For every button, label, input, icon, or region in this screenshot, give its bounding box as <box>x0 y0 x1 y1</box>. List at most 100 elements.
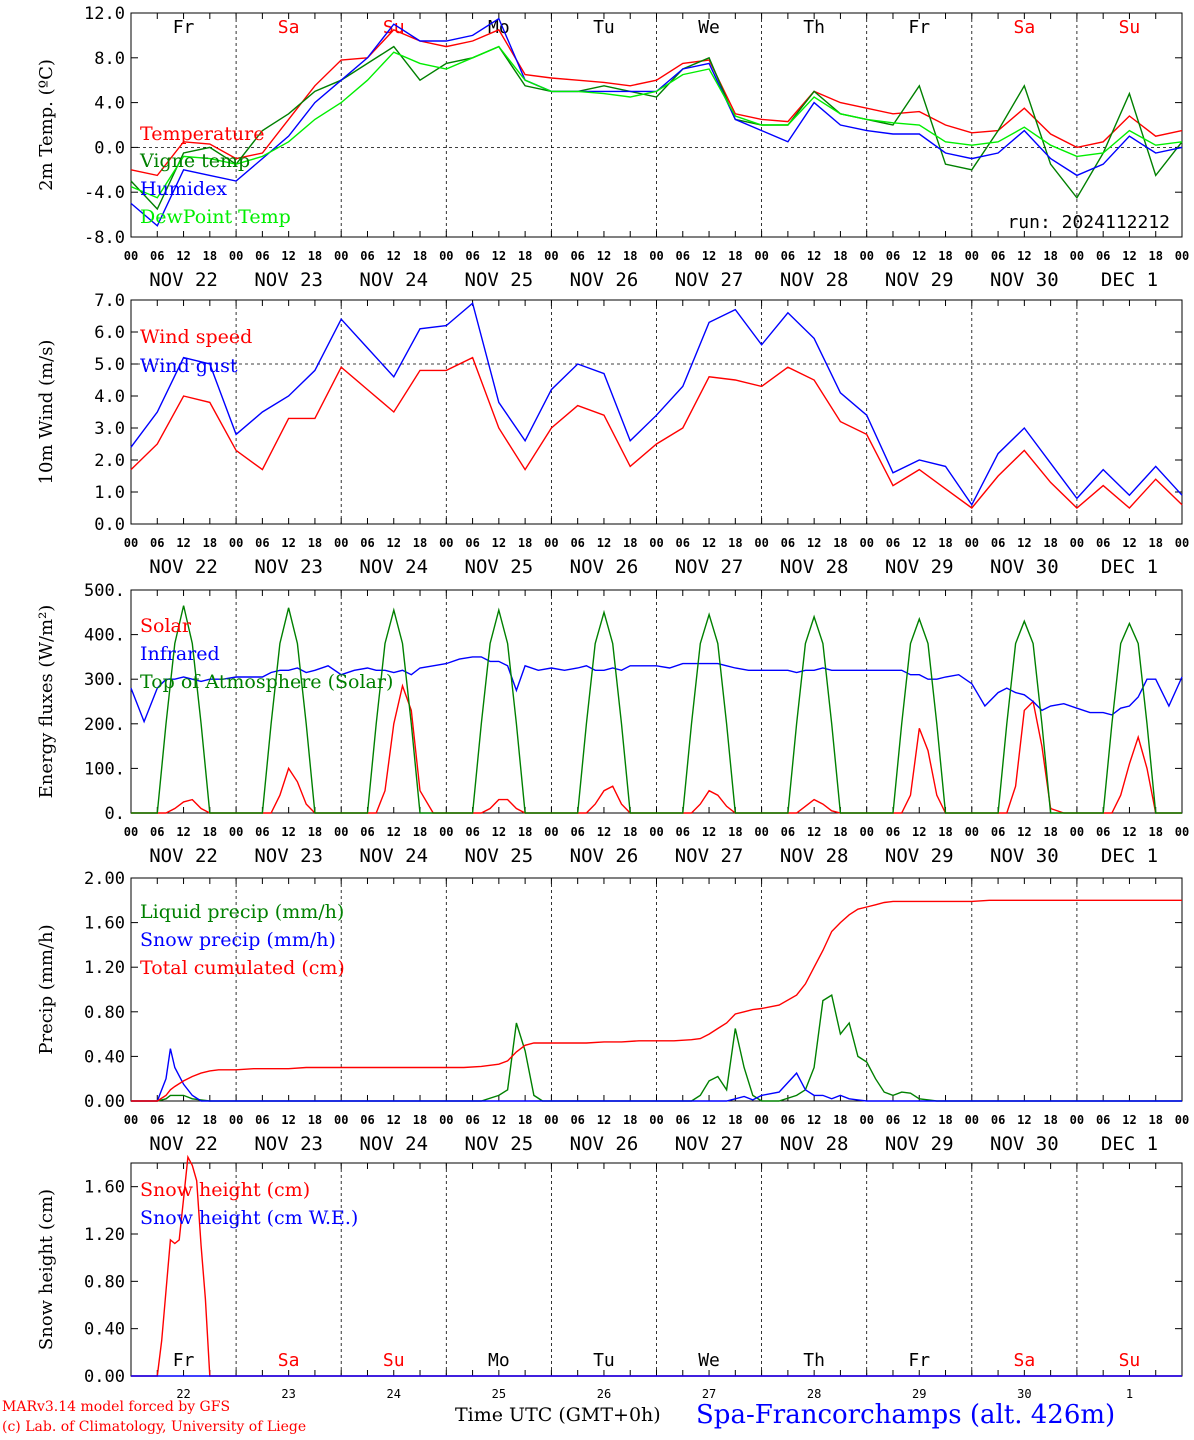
hour-tick-label: 06 <box>991 1113 1005 1127</box>
hour-tick-label: 18 <box>1043 1113 1057 1127</box>
date-label: NOV 29 <box>885 269 954 291</box>
hour-tick-label: 00 <box>439 1113 453 1127</box>
day-name: Sa <box>1014 17 1036 38</box>
date-label: NOV 25 <box>465 845 534 867</box>
y-tick-label: 8.0 <box>94 49 125 69</box>
hour-tick-label: 12 <box>597 249 611 263</box>
day-number-label: 30 <box>1017 1387 1031 1401</box>
day-name: Th <box>803 1350 825 1371</box>
hour-tick-label: 12 <box>176 249 190 263</box>
y-tick-label: -4.0 <box>84 183 125 203</box>
date-label: NOV 24 <box>359 269 428 291</box>
hour-tick-label: 06 <box>465 1113 479 1127</box>
day-name: Fr <box>908 1350 930 1371</box>
y-axis-title: 10m Wind (m/s) <box>36 340 57 485</box>
hour-tick-label: 18 <box>728 249 742 263</box>
hour-tick-label: 18 <box>1043 825 1057 839</box>
hour-tick-label: 06 <box>150 1113 164 1127</box>
credit-model: MARv3.14 model forced by GFS <box>2 1399 231 1415</box>
date-label: NOV 26 <box>570 269 639 291</box>
date-label: NOV 29 <box>885 1133 954 1155</box>
y-tick-label: 0.00 <box>84 1367 125 1387</box>
hour-tick-label: 00 <box>1175 249 1189 263</box>
hour-tick-label: 18 <box>518 825 532 839</box>
hour-tick-label: 18 <box>413 536 427 550</box>
hour-tick-label: 18 <box>623 249 637 263</box>
hour-tick-label: 06 <box>150 536 164 550</box>
day-number-label: 26 <box>597 1387 611 1401</box>
y-tick-label: 12.0 <box>84 4 125 24</box>
hour-tick-label: 00 <box>1070 1113 1084 1127</box>
hour-tick-label: 06 <box>886 249 900 263</box>
date-label: NOV 30 <box>990 1133 1059 1155</box>
x-axis-title: Time UTC (GMT+0h) <box>455 1404 661 1426</box>
hour-tick-label: 12 <box>1017 249 1031 263</box>
date-label: NOV 30 <box>990 845 1059 867</box>
date-label: NOV 24 <box>359 845 428 867</box>
hour-tick-label: 12 <box>387 1113 401 1127</box>
hour-tick-label: 06 <box>255 825 269 839</box>
y-tick-label: 0.80 <box>84 1003 125 1023</box>
plot-frame <box>130 299 1183 525</box>
hour-tick-label: 00 <box>544 1113 558 1127</box>
hour-tick-label: 06 <box>886 536 900 550</box>
hour-tick-label: 06 <box>360 536 374 550</box>
hour-tick-label: 00 <box>124 536 138 550</box>
date-label: NOV 22 <box>149 845 218 867</box>
y-tick-label: 7.0 <box>94 291 125 311</box>
hour-tick-label: 18 <box>1148 1113 1162 1127</box>
hour-tick-label: 00 <box>859 825 873 839</box>
hour-tick-label: 00 <box>649 825 663 839</box>
hour-tick-label: 12 <box>492 825 506 839</box>
date-label: NOV 26 <box>570 1133 639 1155</box>
hour-tick-label: 00 <box>124 1113 138 1127</box>
hour-tick-label: 06 <box>676 536 690 550</box>
hour-tick-label: 06 <box>570 825 584 839</box>
y-tick-label: 0.0 <box>94 138 125 158</box>
day-number-label: 25 <box>492 1387 506 1401</box>
y-tick-label: 3.0 <box>94 419 125 439</box>
hour-tick-label: 12 <box>912 825 926 839</box>
legend-entry: Wind gust <box>140 355 238 377</box>
legend-entry: Top of Atmosphere (Solar) <box>140 671 393 693</box>
hour-tick-label: 12 <box>1017 825 1031 839</box>
series-line <box>130 656 1183 724</box>
hour-tick-label: 06 <box>1096 1113 1110 1127</box>
hour-tick-label: 00 <box>544 249 558 263</box>
hour-tick-label: 18 <box>623 536 637 550</box>
day-name: We <box>698 17 720 38</box>
hour-tick-label: 00 <box>544 536 558 550</box>
hour-tick-label: 18 <box>518 536 532 550</box>
date-label: NOV 28 <box>780 269 849 291</box>
date-label: NOV 22 <box>149 556 218 578</box>
y-tick-label: 2.00 <box>84 869 125 889</box>
hour-tick-label: 18 <box>413 1113 427 1127</box>
date-label: NOV 27 <box>675 845 744 867</box>
legend-entry: Snow height (cm W.E.) <box>140 1207 358 1229</box>
hour-tick-label: 06 <box>360 1113 374 1127</box>
y-tick-label: 0. <box>105 804 125 824</box>
hour-tick-label: 12 <box>1122 536 1136 550</box>
legend-entry: Humidex <box>140 178 227 200</box>
date-label: NOV 27 <box>675 269 744 291</box>
hour-tick-label: 00 <box>965 249 979 263</box>
hour-tick-label: 06 <box>255 1113 269 1127</box>
run-label: run: 2024112212 <box>1007 212 1170 233</box>
hour-tick-label: 00 <box>229 1113 243 1127</box>
hour-tick-label: 18 <box>728 825 742 839</box>
hour-tick-label: 00 <box>334 1113 348 1127</box>
hour-tick-label: 12 <box>387 249 401 263</box>
hour-tick-label: 18 <box>308 825 322 839</box>
hour-tick-label: 12 <box>1122 249 1136 263</box>
hour-tick-label: 12 <box>281 1113 295 1127</box>
hour-tick-label: 00 <box>965 536 979 550</box>
y-tick-label: 0.0 <box>94 515 125 535</box>
y-tick-label: 400. <box>84 626 125 646</box>
legend-entry: Snow height (cm) <box>140 1179 310 1201</box>
hour-tick-label: 06 <box>886 1113 900 1127</box>
hour-tick-label: 12 <box>912 536 926 550</box>
series-line <box>130 45 1183 199</box>
hour-tick-label: 06 <box>781 249 795 263</box>
hour-tick-label: 00 <box>649 249 663 263</box>
y-axis-title: Precip (mm/h) <box>36 924 57 1054</box>
